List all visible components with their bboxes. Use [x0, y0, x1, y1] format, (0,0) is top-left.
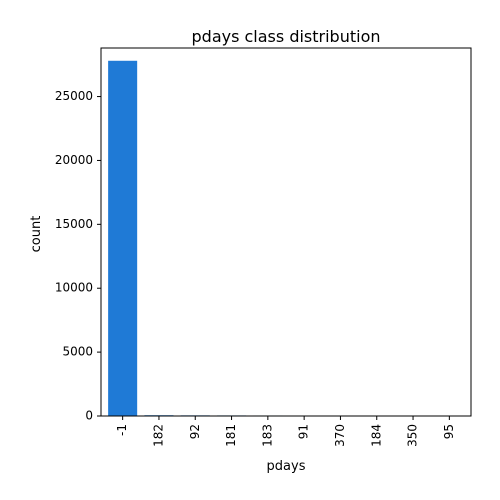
x-tick-label: 92 — [188, 424, 202, 439]
y-tick-label: 15000 — [55, 217, 93, 231]
y-tick-label: 25000 — [55, 89, 93, 103]
x-tick-label: 370 — [333, 424, 347, 447]
x-tick-label: 184 — [369, 424, 383, 447]
x-axis-label: pdays — [267, 459, 306, 474]
y-tick-label: 20000 — [55, 153, 93, 167]
x-axis-ticks: -1 182 92 181 183 91 370 184 350 95 — [115, 416, 456, 447]
y-tick-label: 0 — [85, 409, 93, 423]
x-tick-label: 182 — [151, 424, 165, 447]
bar--1 — [108, 60, 138, 417]
x-tick-label: 181 — [224, 424, 238, 447]
x-tick-label: 91 — [297, 424, 311, 439]
x-tick-label: 183 — [260, 424, 274, 447]
y-tick-label: 10000 — [55, 281, 93, 295]
y-tick-label: 5000 — [62, 345, 93, 359]
y-axis-ticks: 0 5000 10000 15000 20000 25000 — [55, 89, 101, 423]
x-tick-label: 95 — [442, 424, 456, 439]
x-tick-label: 350 — [406, 424, 420, 447]
chart-title: pdays class distribution — [192, 27, 381, 46]
x-tick-label: -1 — [115, 424, 129, 436]
plot-frame — [100, 47, 472, 417]
bars-group — [108, 60, 464, 417]
y-axis-label: count — [29, 216, 44, 253]
